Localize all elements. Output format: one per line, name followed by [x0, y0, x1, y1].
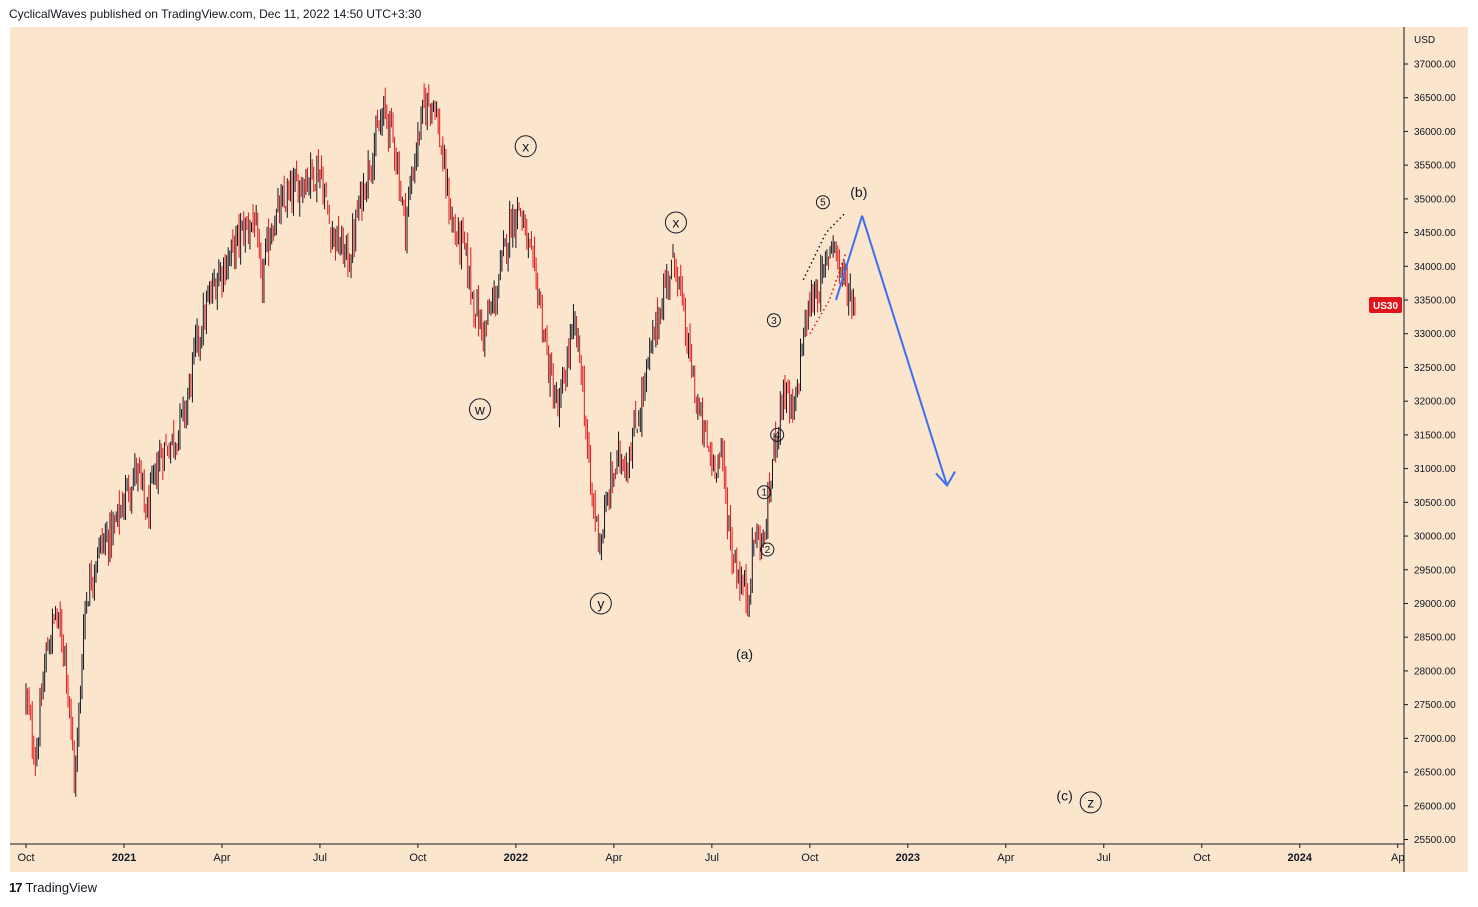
projection-arrowhead: [935, 470, 956, 488]
footer-brand: TradingView: [25, 880, 98, 895]
time-axis-background[interactable]: [10, 844, 1404, 872]
price-tick-label: 26000.00: [1414, 801, 1456, 812]
price-tick-label: 25500.00: [1414, 835, 1456, 846]
time-tick-label: Oct: [409, 852, 426, 864]
time-tick-label: Apr: [605, 852, 622, 864]
price-tick-label: 30500.00: [1414, 498, 1456, 509]
price-tick-label: 33500.00: [1414, 296, 1456, 307]
time-tick-label: Oct: [17, 852, 34, 864]
wave-label: 2: [765, 545, 771, 556]
dotted-channel: [802, 211, 847, 335]
footer[interactable]: 17 TradingView: [9, 880, 97, 895]
price-tick-label: 28500.00: [1414, 633, 1456, 644]
time-tick-label: Jul: [313, 852, 327, 864]
price-axis-ticks: 37000.00 36500.00 36000.00 35500.00 35000.00…: [1404, 60, 1456, 846]
symbol-badge-text: US30: [1373, 301, 1398, 312]
tradingview-logo-icon: 17: [9, 880, 23, 895]
time-tick-label: Oct: [801, 852, 818, 864]
wave-circle: [766, 313, 781, 328]
price-tick-label: 36000.00: [1414, 127, 1456, 138]
wave-label: w: [474, 401, 486, 417]
symbol-badge-bg: [1369, 297, 1402, 313]
wave-label: 5: [820, 198, 826, 209]
price-tick-label: 29500.00: [1414, 565, 1456, 576]
wave-circle: [1079, 791, 1102, 814]
wave-label: y: [597, 595, 604, 611]
price-tick-label: 34500.00: [1414, 228, 1456, 239]
wave-circle: [468, 398, 491, 421]
price-tick-label: 35500.00: [1414, 161, 1456, 172]
wave-label: x: [522, 138, 529, 154]
wave-label: 1: [761, 488, 767, 499]
publish-header: CyclicalWaves published on TradingView.c…: [9, 7, 422, 21]
price-tick-label: 27000.00: [1414, 734, 1456, 745]
projection-down-segment: [861, 215, 948, 486]
price-tick-label: 29000.00: [1414, 599, 1456, 610]
wave-label: z: [1087, 794, 1094, 810]
wave-circle: [664, 211, 687, 234]
price-tick-label: 33000.00: [1414, 329, 1456, 340]
price-tick-label: 28000.00: [1414, 666, 1456, 677]
time-tick-label: Ap: [1391, 852, 1404, 864]
projection-up-segment: [835, 215, 864, 301]
price-tick-label: 31000.00: [1414, 464, 1456, 475]
price-tick-label: 35000.00: [1414, 194, 1456, 205]
price-tick-label: 37000.00: [1414, 60, 1456, 71]
price-tick-label: 36500.00: [1414, 93, 1456, 104]
time-tick-label: Apr: [997, 852, 1014, 864]
price-tick-label: 31500.00: [1414, 430, 1456, 441]
wave-labels: x w x y (a) (b) 5 3 4 1 2 (c) z: [468, 135, 1102, 814]
projection-arrow: [835, 215, 956, 488]
wave-circle: [770, 427, 785, 442]
wave-label: x: [672, 214, 679, 230]
time-tick-label: Oct: [1193, 852, 1210, 864]
symbol-price-badge[interactable]: US30: [1369, 297, 1402, 313]
time-tick-label: Jul: [705, 852, 719, 864]
time-tick-label: 2022: [504, 852, 528, 864]
price-tick-label: 30000.00: [1414, 532, 1456, 543]
wave-circle: [760, 542, 775, 557]
time-tick-label: Jul: [1097, 852, 1111, 864]
price-tick-label: 32000.00: [1414, 397, 1456, 408]
wave-label: (c): [1056, 788, 1072, 804]
time-tick-label: 2023: [896, 852, 920, 864]
price-axis-background[interactable]: [1404, 27, 1468, 872]
wave-circle: [589, 592, 612, 615]
wave-label: (b): [850, 184, 867, 200]
wave-circle: [757, 485, 772, 500]
price-tick-label: 26500.00: [1414, 768, 1456, 779]
wave-circle: [514, 135, 537, 158]
currency-label: USD: [1414, 35, 1435, 46]
wave-circle: [815, 195, 830, 210]
wave-label: 3: [771, 316, 777, 327]
price-tick-label: 32500.00: [1414, 363, 1456, 374]
price-tick-label: 34000.00: [1414, 262, 1456, 273]
wave-label: 4: [774, 430, 780, 441]
candlestick-series: [25, 83, 856, 797]
dotted-lower: [809, 252, 847, 335]
time-tick-label: 2021: [112, 852, 136, 864]
time-tick-label: 2024: [1287, 852, 1312, 864]
price-tick-label: 27500.00: [1414, 700, 1456, 711]
wave-label: (a): [736, 646, 753, 662]
time-axis-ticks: Oct 2021 Apr Jul Oct 2022 Apr Jul Oct 2023 Apr Jul O…: [17, 844, 1404, 864]
time-tick-label: Apr: [213, 852, 230, 864]
